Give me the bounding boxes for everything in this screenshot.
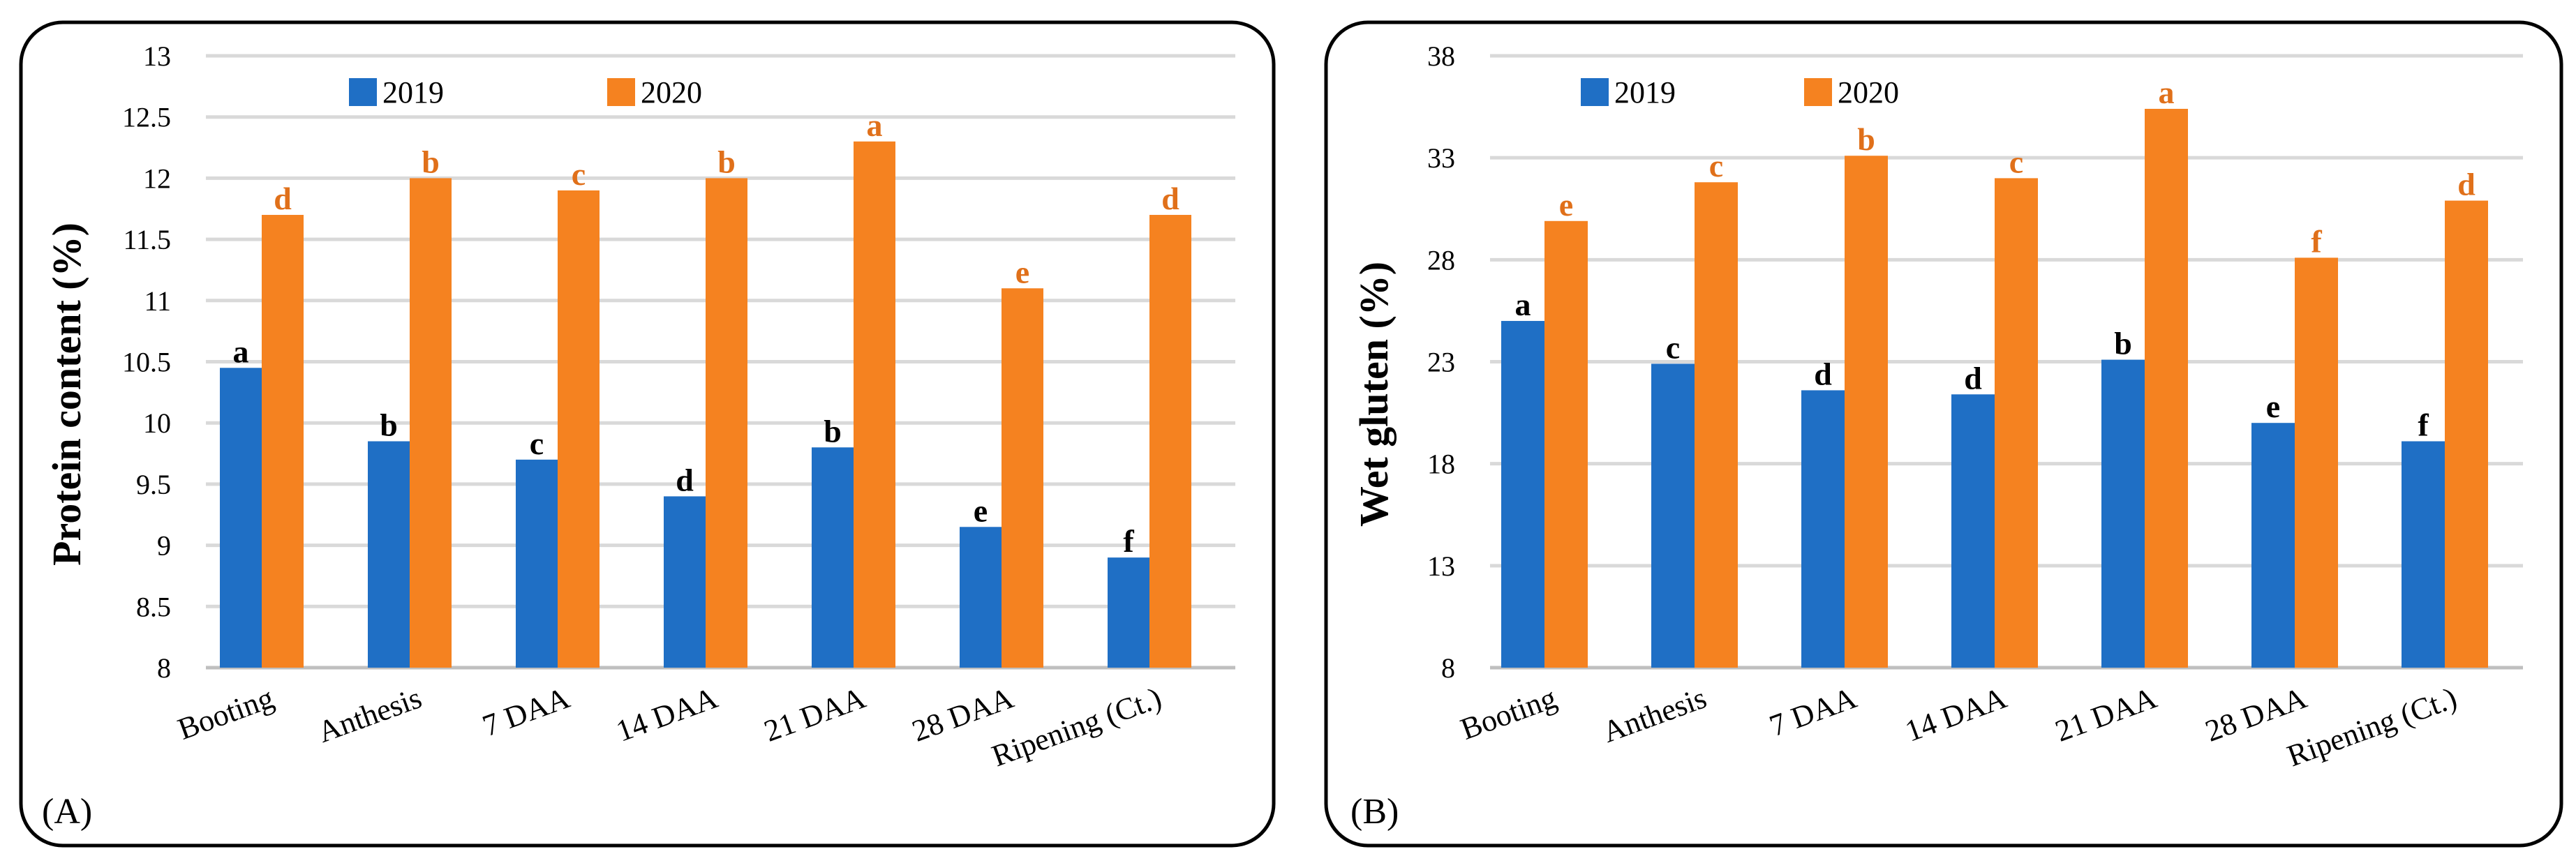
significance-letter: c <box>1666 329 1680 365</box>
bar-2019-booting <box>1501 321 1544 668</box>
significance-letter: c <box>2009 144 2023 179</box>
panel-a-bars <box>220 141 1191 668</box>
bar-2020-anthesis <box>410 178 452 668</box>
y-tick-label: 23 <box>1427 347 1455 378</box>
bar-2019-28-daa <box>960 527 1002 668</box>
significance-letter: e <box>1559 187 1573 223</box>
significance-letter: d <box>274 181 292 216</box>
legend-label-2020: 2020 <box>1838 75 1899 110</box>
bar-2019-ripening-ct- <box>1108 557 1149 668</box>
significance-letter: d <box>676 462 694 497</box>
bar-2020-booting <box>1544 220 1588 668</box>
significance-letter: c <box>1709 148 1723 183</box>
bar-2020-booting <box>262 215 304 668</box>
bar-2020-28-daa <box>2295 257 2338 668</box>
bar-2019-anthesis <box>1651 363 1695 668</box>
legend-label-2019: 2019 <box>382 75 444 110</box>
panel-b-y-ticks: 8 13 18 23 28 33 38 <box>1427 40 1455 684</box>
y-tick-label: 38 <box>1427 40 1455 72</box>
bar-2020-ripening-ct- <box>2445 200 2488 668</box>
significance-letter: b <box>380 407 398 443</box>
bar-2019-booting <box>220 368 262 668</box>
significance-letter: f <box>2311 223 2322 259</box>
panel-a-y-ticks: 8 8.5 9 9.5 10 10.5 11 11.5 12 12.5 13 <box>122 40 171 684</box>
significance-letter: d <box>1161 181 1179 216</box>
bar-2019-7-daa <box>516 459 558 668</box>
significance-letter: b <box>422 144 440 179</box>
y-tick-label: 9 <box>157 530 171 562</box>
y-tick-label: 10 <box>143 407 171 439</box>
y-tick-label: 9.5 <box>136 469 171 500</box>
bar-2019-21-daa <box>812 447 854 668</box>
panel-b-label: (B) <box>1350 792 1399 832</box>
panel-a-legend: 2019 2020 <box>349 75 702 110</box>
bar-2019-7-daa <box>1801 390 1845 668</box>
bar-2020-14-daa <box>1995 178 2038 668</box>
panel-a-y-axis-label: Protein content (%) <box>44 223 89 566</box>
y-tick-label: 12.5 <box>122 102 171 133</box>
legend-label-2020: 2020 <box>641 75 702 110</box>
y-tick-label: 13 <box>1427 550 1455 582</box>
significance-letter: d <box>2457 167 2476 202</box>
significance-letter: b <box>2114 326 2132 361</box>
bar-2020-14-daa <box>706 178 747 668</box>
panel-a-significance-letters: a d b b c c d b b a e e f d <box>233 107 1180 559</box>
legend-swatch-2020 <box>1804 78 1832 106</box>
panel-a-label: (A) <box>42 792 92 832</box>
panel-b-legend: 2019 2020 <box>1581 75 1899 110</box>
panel-b-bars <box>1501 109 2488 668</box>
y-tick-label: 18 <box>1427 449 1455 480</box>
significance-letter: f <box>1123 523 1134 559</box>
y-tick-label: 10.5 <box>122 347 171 378</box>
bar-2020-7-daa <box>558 190 600 668</box>
legend-swatch-2019 <box>1581 78 1609 106</box>
bar-2019-28-daa <box>2251 423 2295 668</box>
y-tick-label: 8 <box>157 652 171 684</box>
panel-b-y-axis-label: Wet gluten (%) <box>1351 262 1397 527</box>
bar-2020-7-daa <box>1845 156 1888 668</box>
bar-2019-anthesis <box>368 441 410 668</box>
panel-b-significance-letters: a e c c d b d c b a e f f d <box>1515 75 2476 443</box>
significance-letter: b <box>1857 121 1875 157</box>
y-tick-label: 8 <box>1441 652 1455 684</box>
y-tick-label: 12 <box>143 163 171 194</box>
significance-letter: a <box>867 107 883 143</box>
significance-letter: d <box>1964 360 1982 396</box>
significance-letter: b <box>824 413 842 449</box>
y-tick-label: 28 <box>1427 244 1455 276</box>
y-tick-label: 13 <box>143 40 171 72</box>
bar-2020-anthesis <box>1695 182 1738 668</box>
bar-2019-ripening-ct- <box>2402 441 2445 668</box>
bar-2019-21-daa <box>2101 359 2145 668</box>
legend-label-2019: 2019 <box>1614 75 1676 110</box>
bar-2019-14-daa <box>1951 394 1995 668</box>
y-tick-label: 11.5 <box>123 224 171 255</box>
bar-2020-21-daa <box>2145 109 2188 668</box>
significance-letter: e <box>2266 389 2280 424</box>
y-tick-label: 33 <box>1427 142 1455 174</box>
significance-letter: b <box>717 144 736 179</box>
legend-swatch-2019 <box>349 78 377 106</box>
legend-swatch-2020 <box>607 78 635 106</box>
bar-2019-14-daa <box>664 496 706 668</box>
significance-letter: f <box>2418 407 2429 443</box>
bar-2020-28-daa <box>1002 288 1043 668</box>
bar-2020-ripening-ct- <box>1149 215 1191 668</box>
significance-letter: e <box>974 493 988 528</box>
significance-letter: c <box>572 156 586 192</box>
significance-letter: c <box>530 426 544 461</box>
significance-letter: a <box>233 333 249 369</box>
y-tick-label: 11 <box>144 285 171 317</box>
y-tick-label: 8.5 <box>136 591 171 622</box>
bar-2020-21-daa <box>854 141 895 668</box>
significance-letter: e <box>1015 254 1029 290</box>
significance-letter: d <box>1814 356 1832 391</box>
significance-letter: a <box>2159 75 2175 110</box>
significance-letter: a <box>1515 287 1531 322</box>
